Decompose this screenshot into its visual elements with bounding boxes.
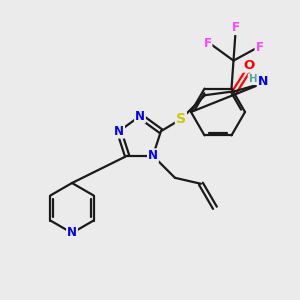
Text: O: O bbox=[243, 59, 254, 72]
Text: N: N bbox=[148, 149, 158, 162]
Text: N: N bbox=[114, 125, 124, 138]
Text: N: N bbox=[67, 226, 77, 239]
Text: F: F bbox=[232, 21, 239, 34]
Text: N: N bbox=[258, 75, 268, 88]
Text: F: F bbox=[203, 37, 211, 50]
Text: H: H bbox=[248, 74, 257, 84]
Text: S: S bbox=[176, 112, 186, 126]
Text: F: F bbox=[256, 41, 263, 54]
Text: N: N bbox=[135, 110, 145, 122]
